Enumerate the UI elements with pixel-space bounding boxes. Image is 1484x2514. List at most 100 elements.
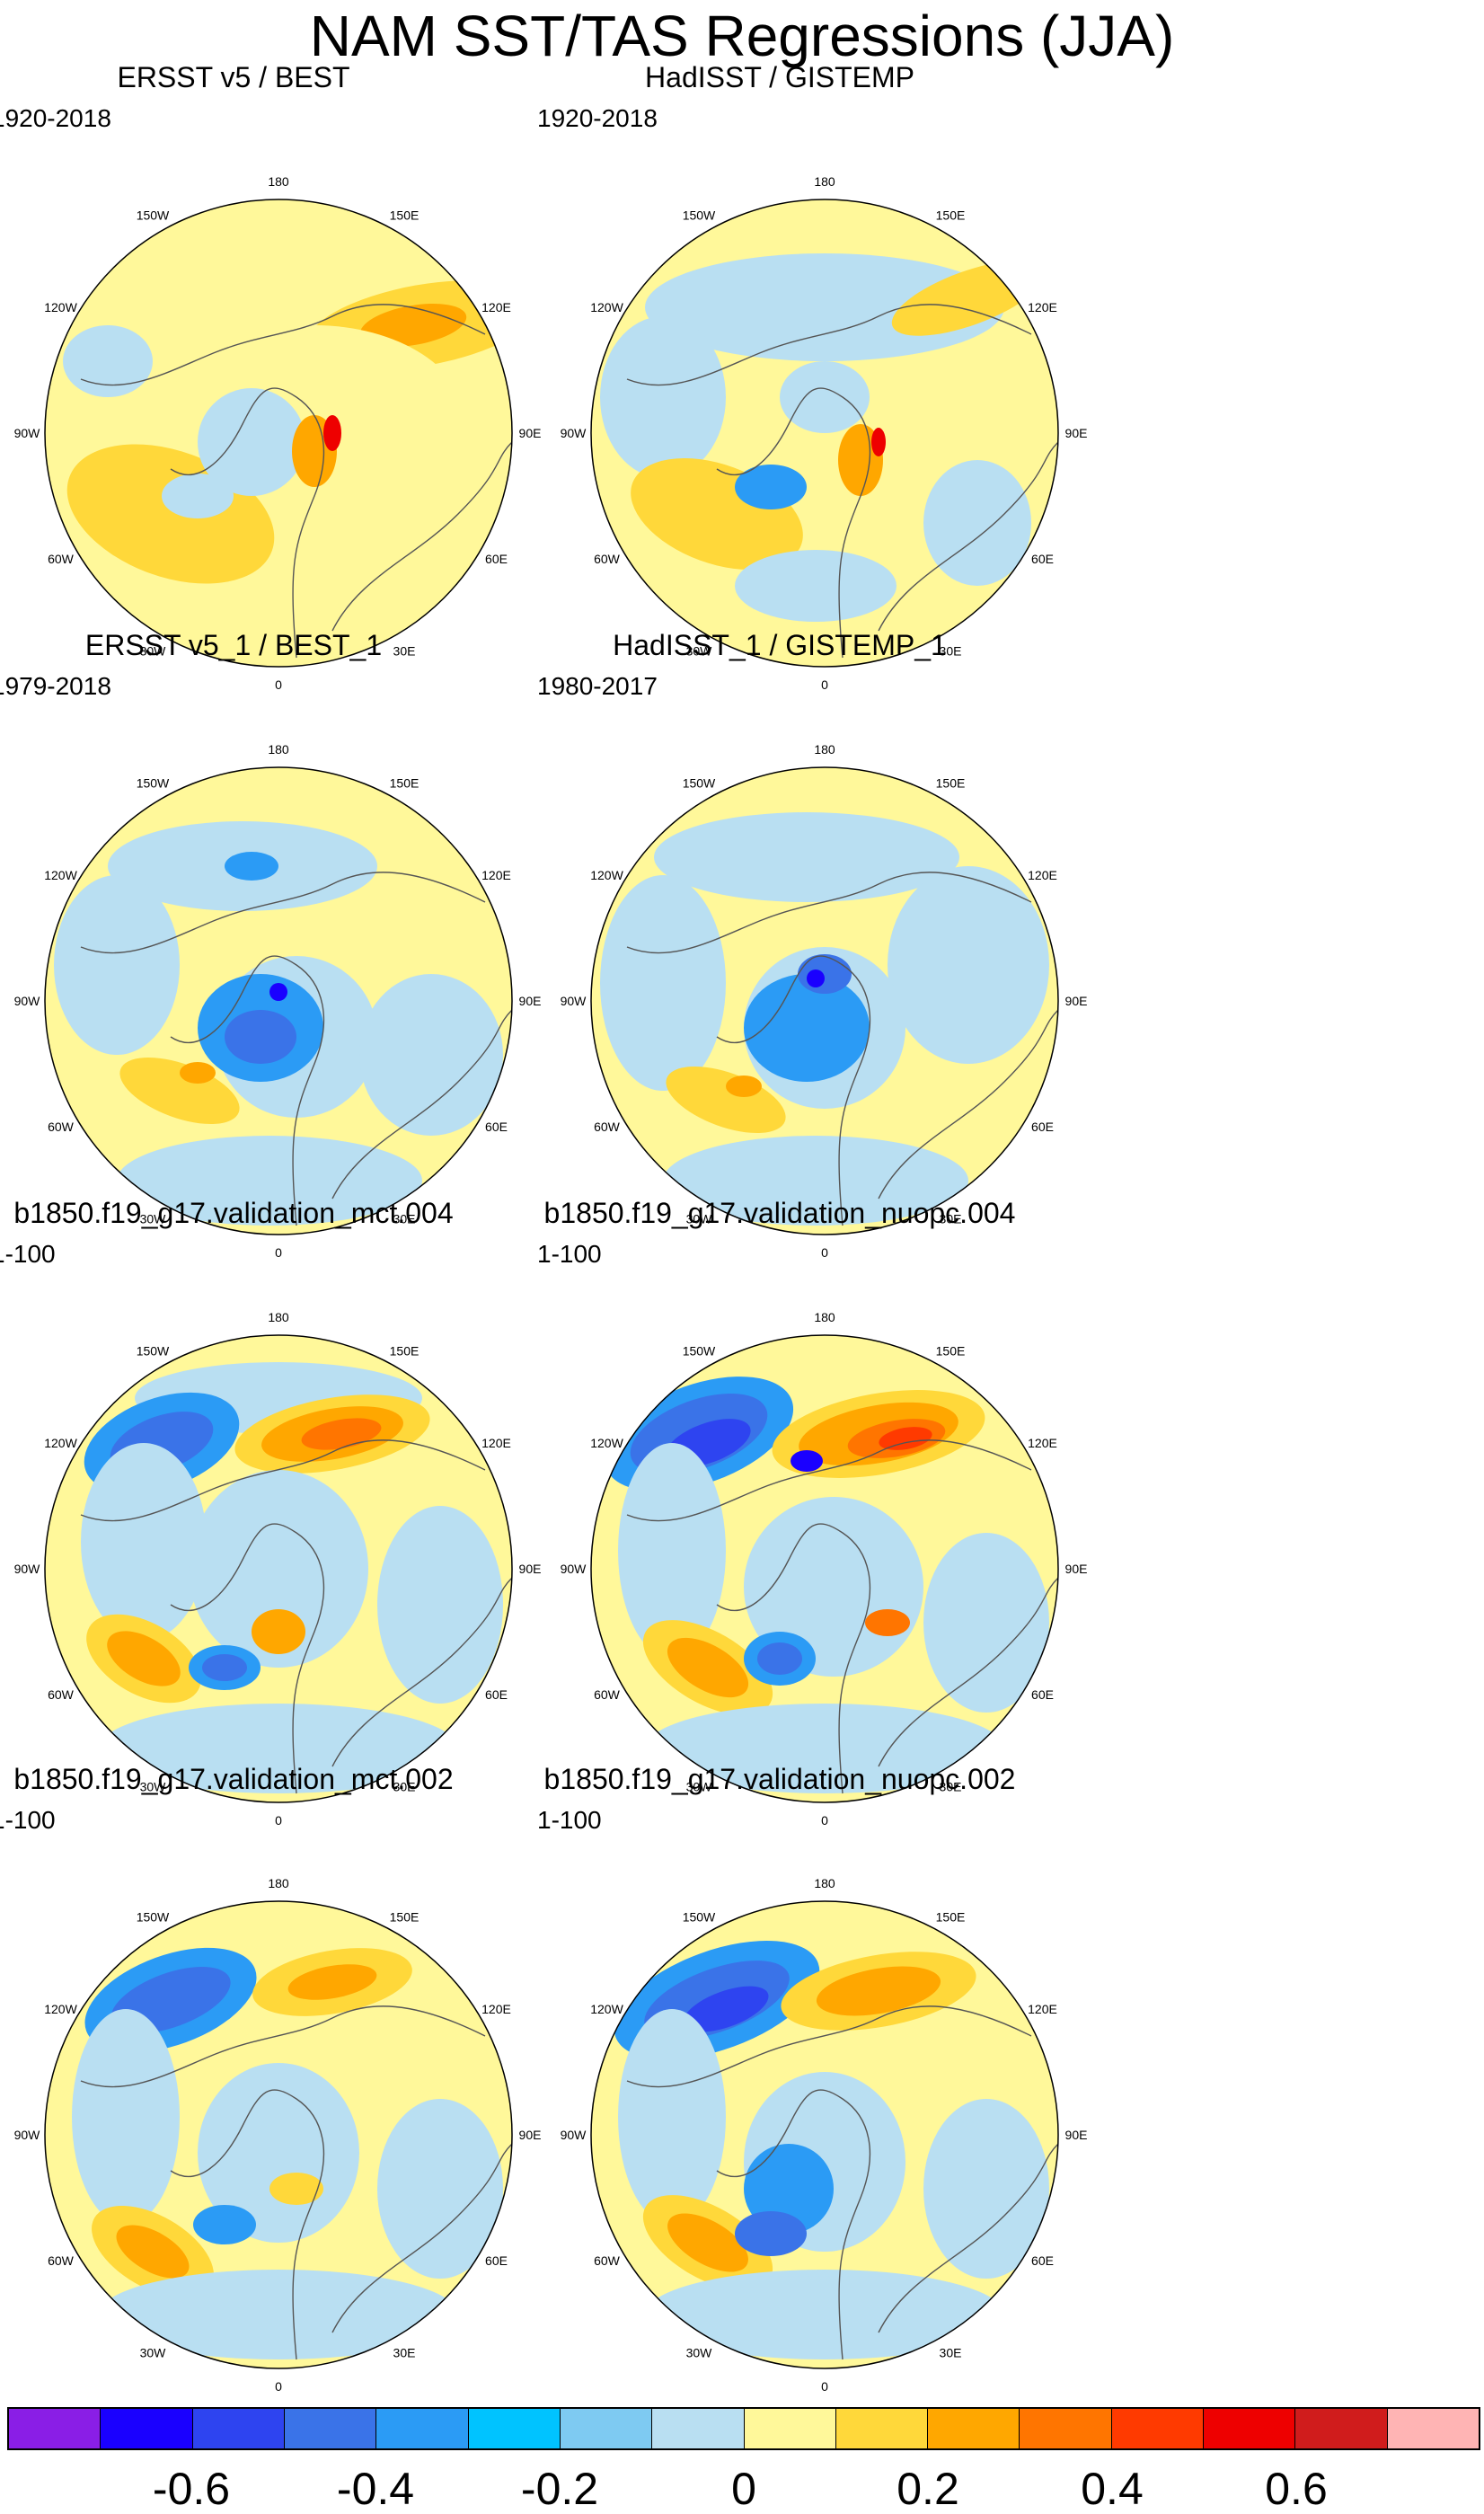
map-border (44, 1900, 513, 2369)
coastline (716, 2089, 871, 2360)
lon-label: 180 (268, 1310, 289, 1324)
coastline (170, 387, 325, 659)
map-border (44, 766, 513, 1235)
coastline (331, 1577, 512, 1767)
lon-label: 90E (1065, 426, 1088, 440)
lon-label: 120E (1028, 1436, 1057, 1450)
anomaly-region (744, 974, 870, 1082)
lon-label: 120W (590, 1436, 623, 1450)
coastline (626, 2005, 1032, 2088)
map-panel: 180 150E 120E 90E 60E 30E 0 30W 60W 90W 120W 150W b1… (0, 1197, 557, 1828)
colorbar-segment (928, 2409, 1020, 2448)
coastline (878, 441, 1058, 632)
lon-label: 0 (821, 1813, 828, 1828)
lon-label: 150E (936, 1344, 966, 1359)
map-panel: 180 150E 120E 90E 60E 30E 0 30W 60W 90W 120W 150W b1… (537, 1763, 1103, 2394)
anomaly-region (735, 465, 807, 509)
coastline (878, 1009, 1058, 1199)
lon-label: 120E (481, 1436, 511, 1450)
map-border (590, 766, 1059, 1235)
colorbar-segment (284, 2409, 377, 2448)
anomaly-region (744, 2144, 834, 2234)
colorbar-tick-label: -0.4 (336, 2464, 415, 2514)
lon-label: 120E (1028, 868, 1057, 882)
lon-label: 60E (1031, 1120, 1054, 1134)
lon-label: 90E (519, 1562, 542, 1576)
anomaly-region (269, 983, 287, 1001)
map-panel: 180 150E 120E 90E 60E 30E 0 30W 60W 90W 120W 150W Ha… (537, 61, 1103, 692)
coastline (170, 955, 325, 1226)
lon-label: 90E (1065, 1562, 1088, 1576)
lon-label: 60W (594, 552, 621, 566)
lon-label: 30W (686, 2346, 713, 2360)
map-border (44, 1334, 513, 1803)
anomaly-region (162, 474, 234, 518)
colorbar-segment (652, 2409, 745, 2448)
lon-label: 90E (519, 994, 542, 1008)
lon-label: 60W (48, 2253, 75, 2268)
lon-label: 180 (268, 742, 289, 757)
anomaly-region (225, 852, 278, 881)
lon-label: 30W (140, 2346, 167, 2360)
anomaly-region (72, 2009, 180, 2225)
coastline (626, 304, 1032, 386)
lon-label: 0 (821, 2379, 828, 2394)
colorbar-segment (9, 2409, 102, 2448)
lon-label: 150W (137, 776, 170, 791)
anomaly-region (666, 1067, 786, 1133)
panel-title: ERSST v5 / BEST (117, 61, 350, 93)
anomaly-region (667, 2213, 748, 2272)
lon-label: 120E (481, 300, 511, 314)
lon-label: 60E (485, 552, 508, 566)
anomaly-region (54, 875, 180, 1055)
map-border (590, 1334, 1059, 1803)
polar-map: 180 150E 120E 90E 60E 30E 0 30W 60W 90W 120W 150W (561, 1310, 1088, 1828)
lon-label: 60E (485, 2253, 508, 2268)
coastline (331, 1009, 512, 1199)
lon-label: 150W (683, 1344, 716, 1359)
lon-label: 30W (686, 1212, 713, 1226)
coastline (716, 387, 871, 659)
lon-label: 60E (485, 1687, 508, 1702)
colorbar-segment (101, 2409, 193, 2448)
coastline (80, 304, 486, 386)
anomaly-region (667, 1637, 749, 1698)
lon-label: 60W (48, 1120, 75, 1134)
lon-label: 0 (275, 2379, 282, 2394)
anomaly-region (63, 325, 153, 397)
anomaly-region (735, 550, 897, 622)
polar-map: 180 150E 120E 90E 60E 30E 0 30W 60W 90W 120W 150W (561, 742, 1088, 1260)
lon-label: 90E (519, 2128, 542, 2142)
lon-label: 150E (390, 208, 420, 223)
anomaly-region (618, 2009, 726, 2225)
colorbar-segment (744, 2409, 836, 2448)
anomaly-region (663, 1136, 968, 1226)
anomaly-region (287, 1964, 377, 2000)
map-panel: 180 150E 120E 90E 60E 30E 0 30W 60W 90W 120W 150W ER… (0, 629, 557, 1260)
anomaly-region (791, 1450, 823, 1472)
coastline (878, 1577, 1058, 1767)
panel-title: HadISST / GISTEMP (645, 61, 914, 93)
anomaly-region (654, 812, 959, 902)
anomaly-region (816, 1966, 941, 2016)
anomaly-region (923, 460, 1031, 586)
anomaly-region (202, 1654, 247, 1681)
lon-label: 60W (594, 1120, 621, 1134)
figure-title: NAM SST/TAS Regressions (JJA) (309, 4, 1175, 68)
anomaly-region (180, 1062, 216, 1084)
period-label: 1-100 (0, 1240, 56, 1268)
anomaly-region (923, 1533, 1049, 1713)
colorbar-segment (835, 2409, 929, 2448)
anomaly-region (117, 1136, 422, 1226)
anomaly-region (189, 1470, 368, 1668)
anomaly-region (225, 1010, 296, 1064)
lon-label: 30W (140, 1780, 167, 1794)
lon-label: 180 (814, 742, 835, 757)
lon-label: 30W (686, 644, 713, 659)
colorbar-tick-label: 0.6 (1265, 2464, 1328, 2514)
anomaly-region (757, 1642, 802, 1675)
colorbar-segment (468, 2409, 561, 2448)
anomaly-region (359, 974, 503, 1136)
lon-label: 60E (485, 1120, 508, 1134)
coastline (626, 1439, 1032, 1522)
